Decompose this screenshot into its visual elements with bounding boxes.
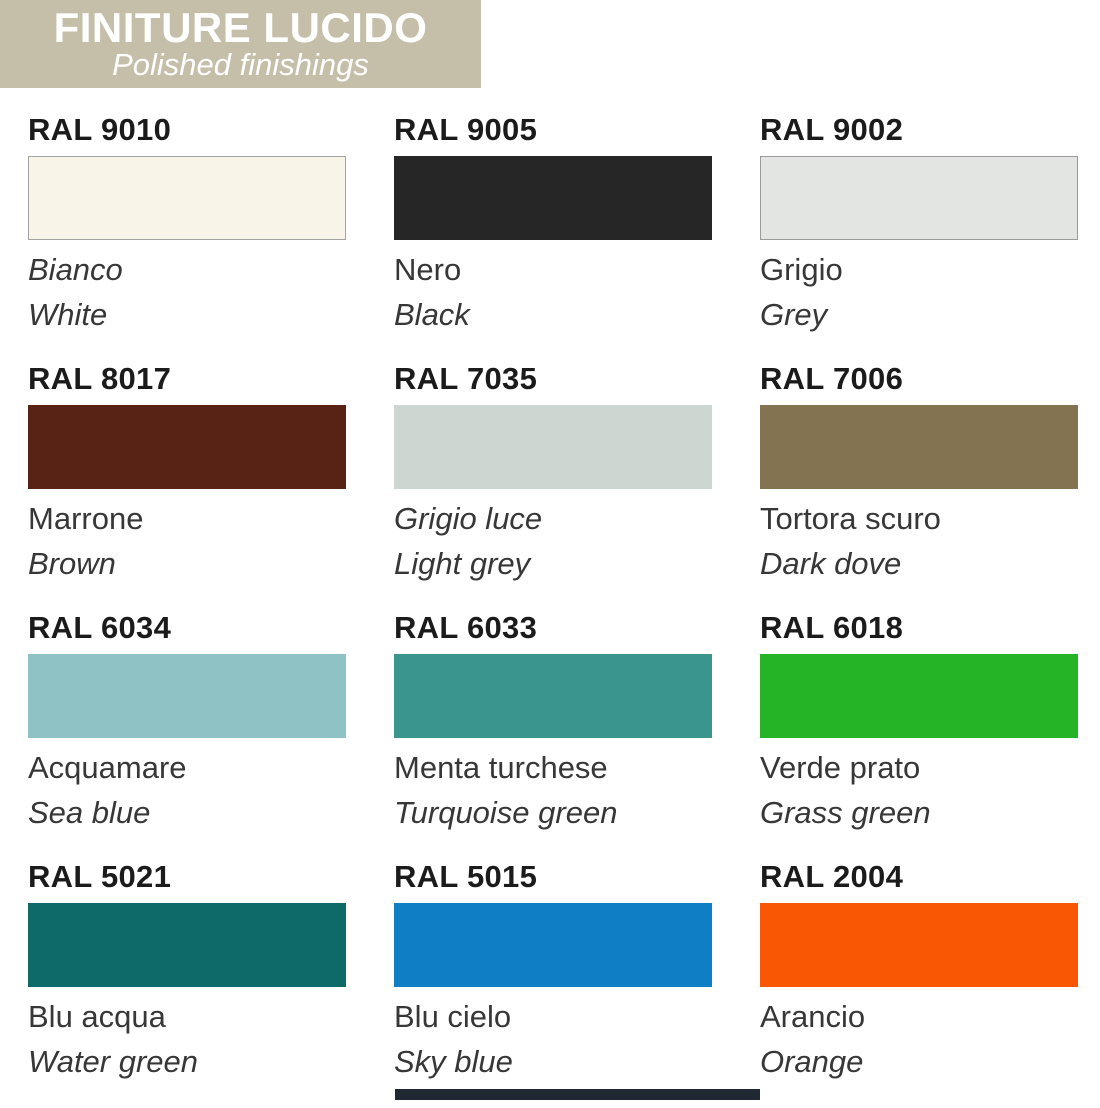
swatch-cell: RAL 7035 Grigio luce Light grey <box>394 361 712 610</box>
color-name-italian: Arancio <box>760 999 866 1034</box>
ral-code: RAL 2004 <box>760 859 904 894</box>
color-name-english: Grey <box>760 297 828 332</box>
swatch-grid: RAL 9010 Bianco White RAL 9005 Nero Blac… <box>28 112 1078 1108</box>
ral-code: RAL 5021 <box>28 859 172 894</box>
color-name-english: Dark dove <box>760 546 902 581</box>
color-swatch <box>760 405 1078 489</box>
swatch-cell: RAL 5021 Blu acqua Water green <box>28 859 346 1108</box>
color-name-italian: Blu acqua <box>28 999 166 1034</box>
page-subtitle: Polished finishings <box>112 47 369 82</box>
header-banner: FINITURE LUCIDO Polished finishings <box>0 0 481 88</box>
ral-code: RAL 7006 <box>760 361 904 396</box>
ral-code: RAL 5015 <box>394 859 538 894</box>
ral-code: RAL 6034 <box>28 610 172 645</box>
color-swatch <box>394 405 712 489</box>
swatch-cell: RAL 6018 Verde prato Grass green <box>760 610 1078 859</box>
color-name-english: Orange <box>760 1044 864 1079</box>
color-swatch <box>394 654 712 738</box>
swatch-cell: RAL 8017 Marrone Brown <box>28 361 346 610</box>
color-name-english: Light grey <box>394 546 531 581</box>
color-name-english: White <box>28 297 108 332</box>
ral-code: RAL 6018 <box>760 610 904 645</box>
color-name-italian: Grigio <box>760 252 843 287</box>
color-name-english: Black <box>394 297 470 332</box>
swatch-cell: RAL 9005 Nero Black <box>394 112 712 361</box>
swatch-cell: RAL 5015 Blu cielo Sky blue <box>394 859 712 1108</box>
color-swatch <box>760 654 1078 738</box>
color-swatch <box>28 405 346 489</box>
color-swatch <box>394 156 712 240</box>
color-name-italian: Acquamare <box>28 750 187 785</box>
color-name-italian: Grigio luce <box>394 501 543 536</box>
color-name-italian: Nero <box>394 252 462 287</box>
ral-code: RAL 7035 <box>394 361 538 396</box>
ral-code: RAL 9005 <box>394 112 538 147</box>
color-swatch <box>28 156 346 240</box>
color-name-english: Turquoise green <box>394 795 618 830</box>
color-name-english: Grass green <box>760 795 931 830</box>
color-name-italian: Blu cielo <box>394 999 512 1034</box>
ral-code: RAL 8017 <box>28 361 172 396</box>
ral-code: RAL 6033 <box>394 610 538 645</box>
color-swatch <box>28 903 346 987</box>
color-swatch <box>28 654 346 738</box>
ral-code: RAL 9010 <box>28 112 172 147</box>
color-name-italian: Menta turchese <box>394 750 608 785</box>
swatch-cell: RAL 9002 Grigio Grey <box>760 112 1078 361</box>
color-name-english: Sea blue <box>28 795 151 830</box>
color-swatch <box>760 156 1078 240</box>
color-name-italian: Marrone <box>28 501 144 536</box>
swatch-cell: RAL 2004 Arancio Orange <box>760 859 1078 1108</box>
swatch-cell: RAL 6034 Acquamare Sea blue <box>28 610 346 859</box>
color-name-italian: Tortora scuro <box>760 501 941 536</box>
page-title: FINITURE LUCIDO <box>53 4 428 51</box>
color-name-english: Brown <box>28 546 116 581</box>
color-name-english: Sky blue <box>394 1044 513 1079</box>
color-name-english: Water green <box>28 1044 199 1079</box>
swatch-cell: RAL 6033 Menta turchese Turquoise green <box>394 610 712 859</box>
color-name-italian: Verde prato <box>760 750 921 785</box>
swatch-cell: RAL 7006 Tortora scuro Dark dove <box>760 361 1078 610</box>
color-name-italian: Bianco <box>28 252 123 287</box>
color-swatch <box>760 903 1078 987</box>
cropped-bottom-band <box>395 1089 760 1100</box>
swatch-cell: RAL 9010 Bianco White <box>28 112 346 361</box>
color-swatch <box>394 903 712 987</box>
ral-code: RAL 9002 <box>760 112 904 147</box>
